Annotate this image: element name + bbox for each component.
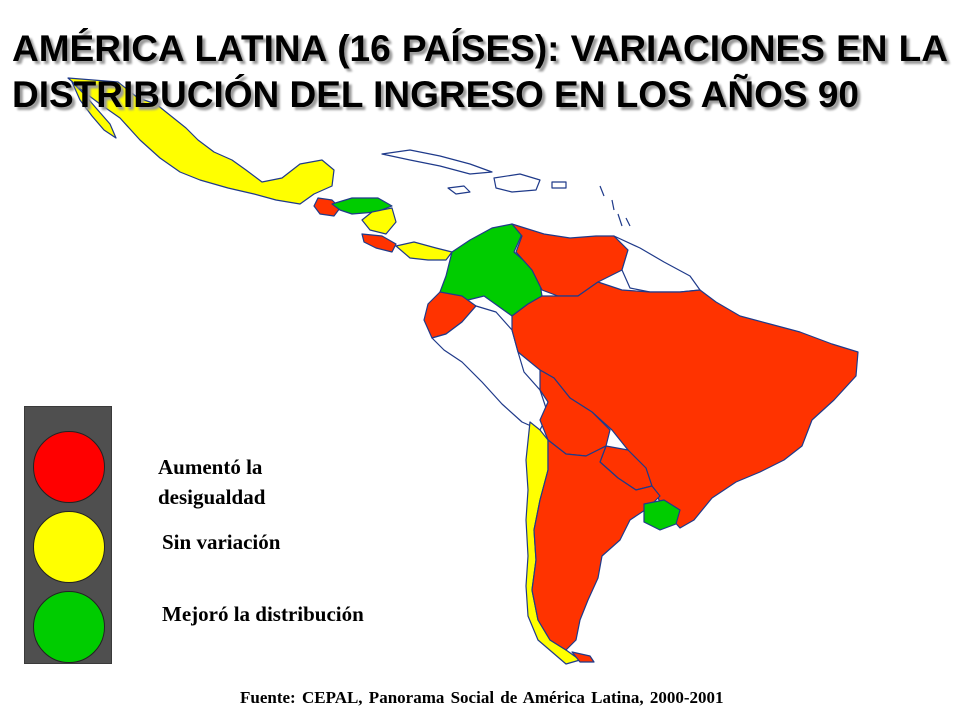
country-costa-rica — [361, 233, 397, 253]
island-cuba — [381, 149, 493, 175]
country-panama — [395, 241, 453, 261]
country-guatemala — [313, 197, 341, 217]
country-mexico-baja — [71, 81, 117, 139]
red-lamp-icon — [33, 431, 105, 503]
island-puerto-rico — [551, 181, 567, 189]
legend-label-no-change: Sin variación — [162, 530, 281, 554]
country-mexico — [67, 77, 335, 205]
green-lamp-icon — [33, 591, 105, 663]
source-note: Fuente: CEPAL, Panorama Social de Améric… — [240, 688, 724, 707]
legend-label-increased-line2: desigualdad — [158, 485, 266, 509]
island-jamaica — [447, 185, 471, 195]
legend-label-increased-line1: Aumentó la — [158, 455, 263, 479]
country-argentina-tierra-del-fuego — [571, 651, 595, 663]
country-uruguay — [643, 499, 681, 531]
legend-label-increased: Aumentó la desigualdad — [158, 452, 265, 512]
country-nicaragua — [361, 207, 397, 235]
traffic-light-icon — [24, 406, 112, 664]
yellow-lamp-icon — [33, 511, 105, 583]
legend-label-improved: Mejoró la distribución — [162, 602, 364, 626]
island-hispaniola — [493, 173, 541, 193]
islands-lesser-antilles — [599, 185, 631, 227]
country-argentina — [531, 439, 661, 651]
country-guianas — [613, 235, 701, 293]
map-title: AMÉRICA LATINA (16 PAÍSES): VARIACIONES … — [12, 28, 948, 116]
